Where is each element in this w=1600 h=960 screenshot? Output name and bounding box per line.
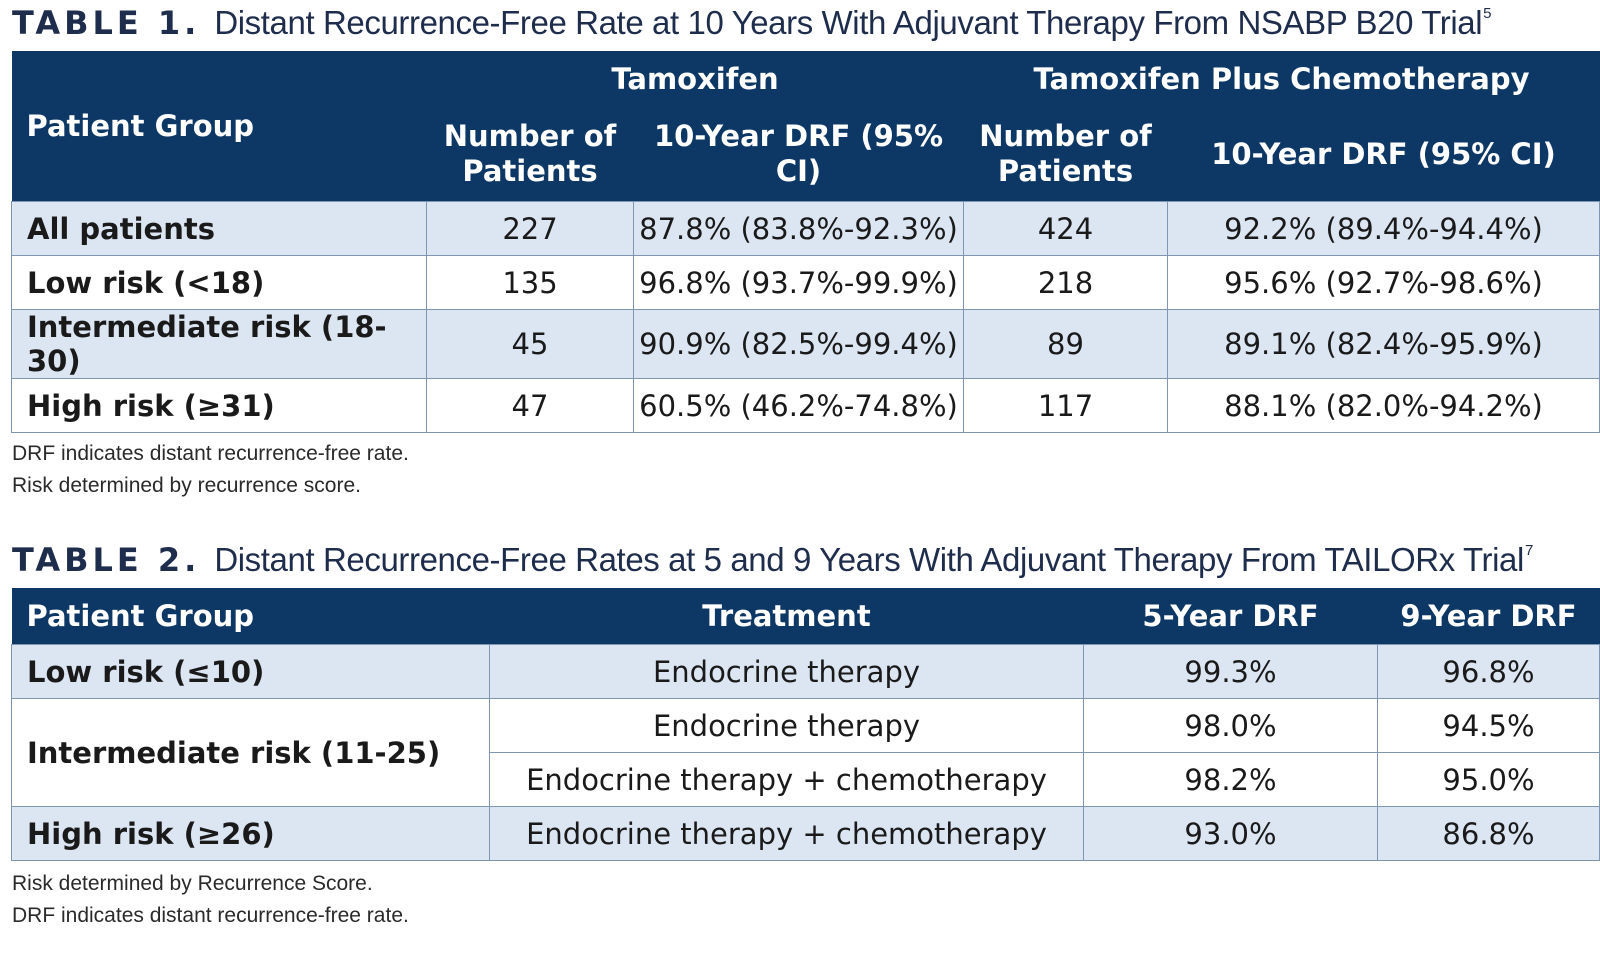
treatment-cell: Endocrine therapy + chemotherapy — [489, 752, 1084, 807]
table1-header-tam-drf: 10-Year DRF (95% CI) — [633, 107, 964, 202]
table2-reference: 7 — [1524, 542, 1533, 559]
table2-header-9yr-drf: 9-Year DRF — [1377, 588, 1600, 645]
table2-footnote: Risk determined by Recurrence Score. — [12, 872, 373, 895]
table1: Patient Group Tamoxifen Tamoxifen Plus C… — [11, 51, 1600, 433]
table2-header-patient-group: Patient Group — [11, 588, 490, 645]
table-row: High risk (≥31) 47 60.5% (46.2%-74.8%) 1… — [11, 378, 1600, 433]
patient-group-cell: High risk (≥31) — [11, 378, 427, 433]
tamoxifen-patients-cell: 227 — [426, 201, 634, 256]
table1-caption: TABLE 1. Distant Recurrence-Free Rate at … — [12, 4, 1492, 42]
patient-group-cell: Low risk (≤10) — [11, 644, 490, 699]
table-row: Intermediate risk (18-30) 45 90.9% (82.5… — [11, 309, 1600, 379]
drf-5yr-cell: 99.3% — [1083, 644, 1378, 699]
chemo-patients-cell: 89 — [963, 309, 1168, 379]
treatment-cell: Endocrine therapy — [489, 644, 1084, 699]
tamoxifen-patients-cell: 47 — [426, 378, 634, 433]
drf-9yr-cell: 94.5% — [1377, 698, 1600, 753]
chemo-drf-cell: 95.6% (92.7%-98.6%) — [1166, 255, 1600, 310]
drf-5yr-cell: 93.0% — [1083, 806, 1378, 861]
chemo-drf-cell: 89.1% (82.4%-95.9%) — [1166, 309, 1600, 379]
table1-footnote: DRF indicates distant recurrence-free ra… — [12, 442, 409, 465]
treatment-cell: Endocrine therapy + chemotherapy — [489, 806, 1084, 861]
tamoxifen-drf-cell: 60.5% (46.2%-74.8%) — [633, 378, 964, 433]
drf-5yr-cell: 98.2% — [1083, 752, 1378, 807]
chemo-patients-cell: 218 — [963, 255, 1168, 310]
drf-9yr-cell: 86.8% — [1377, 806, 1600, 861]
table1-header-tamoxifen: Tamoxifen — [426, 51, 964, 107]
patient-group-cell: Intermediate risk (11-25) — [11, 698, 490, 807]
table1-footnotes: DRF indicates distant recurrence-free ra… — [12, 438, 409, 502]
treatment-cell: Endocrine therapy — [489, 698, 1084, 753]
chemo-drf-cell: 92.2% (89.4%-94.4%) — [1166, 201, 1600, 256]
tamoxifen-drf-cell: 87.8% (83.8%-92.3%) — [633, 201, 964, 256]
table-row: Endocrine therapy + chemotherapy 98.2% 9… — [12, 752, 1600, 807]
table1-header-tamoxifen-chemo: Tamoxifen Plus Chemotherapy — [963, 51, 1600, 107]
table2-footnotes: Risk determined by Recurrence Score. DRF… — [12, 868, 409, 932]
patient-group-cell: Low risk (<18) — [11, 255, 427, 310]
table-row: High risk (≥26) Endocrine therapy + chem… — [11, 806, 1600, 861]
table-row: All patients 227 87.8% (83.8%-92.3%) 424… — [11, 201, 1600, 256]
table2-title: Distant Recurrence-Free Rates at 5 and 9… — [214, 541, 1524, 578]
tamoxifen-drf-cell: 90.9% (82.5%-99.4%) — [633, 309, 964, 379]
table2-header-5yr-drf: 5-Year DRF — [1083, 588, 1378, 645]
patient-group-cell: High risk (≥26) — [11, 806, 490, 861]
drf-5yr-cell: 98.0% — [1083, 698, 1378, 753]
table1-header-chemo-patients: Number of Patients — [963, 107, 1168, 202]
table2-header-treatment: Treatment — [489, 588, 1084, 645]
table1-title: Distant Recurrence-Free Rate at 10 Years… — [214, 4, 1483, 41]
table1-header-patient-group: Patient Group — [11, 51, 427, 202]
drf-9yr-cell: 96.8% — [1377, 644, 1600, 699]
table1-reference: 5 — [1483, 5, 1492, 22]
table2-footnote: DRF indicates distant recurrence-free ra… — [12, 904, 409, 927]
table2-label: TABLE 2. — [12, 541, 201, 579]
table1-header-chemo-drf: 10-Year DRF (95% CI) — [1167, 107, 1600, 202]
patient-group-cell: All patients — [11, 201, 427, 256]
table-row: Intermediate risk (11-25) Endocrine ther… — [11, 698, 1600, 807]
tamoxifen-patients-cell: 135 — [426, 255, 634, 310]
table-row: Low risk (<18) 135 96.8% (93.7%-99.9%) 2… — [11, 255, 1600, 310]
table2: Patient Group Treatment 5-Year DRF 9-Yea… — [11, 588, 1600, 861]
table1-footnote: Risk determined by recurrence score. — [12, 474, 361, 497]
chemo-drf-cell: 88.1% (82.0%-94.2%) — [1166, 378, 1600, 433]
drf-9yr-cell: 95.0% — [1377, 752, 1600, 807]
tamoxifen-drf-cell: 96.8% (93.7%-99.9%) — [633, 255, 964, 310]
patient-group-cell: Intermediate risk (18-30) — [11, 309, 427, 379]
table1-header-tam-patients: Number of Patients — [426, 107, 634, 202]
tamoxifen-patients-cell: 45 — [426, 309, 634, 379]
table-row: Low risk (≤10) Endocrine therapy 99.3% 9… — [11, 644, 1600, 699]
table2-caption: TABLE 2. Distant Recurrence-Free Rates at… — [12, 541, 1533, 579]
chemo-patients-cell: 424 — [963, 201, 1168, 256]
table1-label: TABLE 1. — [12, 4, 201, 42]
chemo-patients-cell: 117 — [963, 378, 1168, 433]
